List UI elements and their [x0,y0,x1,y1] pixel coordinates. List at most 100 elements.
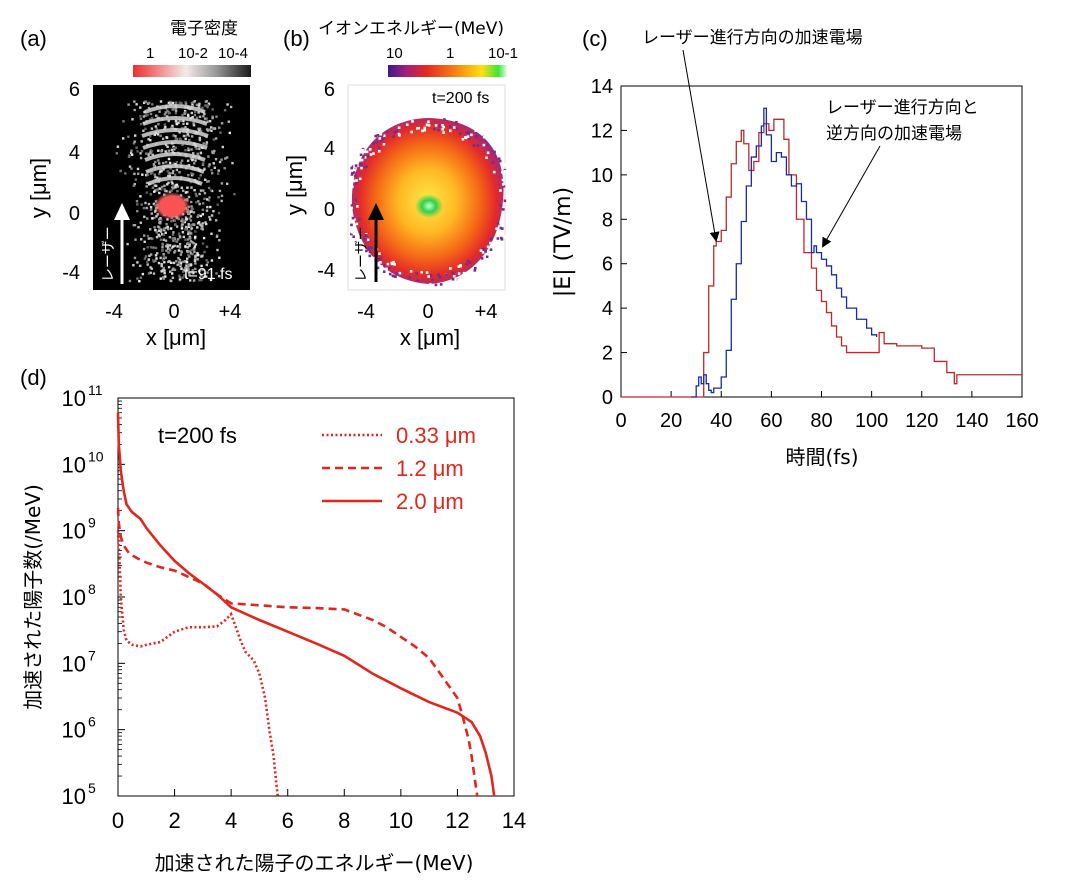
density-pixel [178,274,181,277]
panel-d-ytick-label: 10 [62,452,86,477]
density-pixel [208,120,212,123]
density-pixel [178,131,181,134]
density-pixel [196,152,199,155]
panel-b-xlabel: x [μm] [400,325,460,350]
density-pixel [142,129,145,132]
density-pixel [142,247,146,251]
density-pixel [213,149,216,153]
density-pixel [198,202,201,206]
ion-pixel [493,240,496,244]
density-pixel [149,208,153,211]
density-pixel [156,176,159,179]
density-pixel [150,116,154,120]
density-pixel [184,245,187,248]
density-pixel [194,235,197,239]
density-pixel [130,153,134,156]
density-pixel [191,158,194,162]
density-pixel [179,161,183,165]
density-pixel [182,189,185,192]
ion-pixel [368,148,372,151]
density-pixel [169,102,172,105]
density-pixel [193,245,197,248]
density-pixel [139,152,142,155]
density-pixel [162,257,165,260]
density-pixel [119,169,122,173]
ion-pixel [363,156,367,159]
density-pixel [163,269,166,272]
density-pixel [149,139,152,142]
ion-pixel [358,217,361,221]
density-pixel [170,180,173,183]
density-pixel [182,219,186,222]
density-pixel [193,113,197,117]
density-pixel [187,267,190,271]
density-pixel [182,270,185,273]
density-pixel [157,233,160,236]
ion-pixel [490,237,493,241]
ion-pixel [438,275,442,279]
density-pixel [133,108,136,112]
density-pixel [186,212,190,216]
density-pixel [157,149,160,152]
density-pixel [206,104,209,107]
ion-pixel [354,182,358,185]
density-pixel [165,249,168,252]
density-pixel [187,148,190,152]
density-pixel [193,250,196,253]
ion-pixel [497,157,501,160]
density-pixel [167,247,171,250]
density-pixel [173,147,176,150]
panel-c-ticks: 0 20 40 60 80 100 120 140 160 0 2 4 6 8 10 12 14 [591,76,1039,432]
density-pixel [181,276,184,279]
panel-d-ytick-exponent: 10 [88,448,104,464]
density-pixel [167,266,171,269]
density-pixel [135,146,138,149]
ion-pixel [503,169,507,173]
density-pixel [175,225,179,228]
density-pixel [139,276,143,279]
density-pixel [221,145,224,149]
panel-d-xtick-label: 12 [445,808,469,833]
panel-b-time: t=200 fs [432,90,489,107]
density-pixel [203,168,206,171]
density-pixel [179,138,183,141]
ion-pixel [372,152,375,155]
density-pixel [144,201,147,205]
density-pixel [188,231,192,235]
density-pixel [190,249,193,252]
density-pixel [163,184,166,187]
density-pixel [167,101,171,105]
density-pixel [193,237,197,240]
density-pixel [201,268,204,272]
ion-pixel [380,265,384,268]
density-pixel [199,174,202,177]
ion-pixel [457,272,461,275]
density-pixel [202,189,205,192]
density-pixel [182,268,186,272]
density-pixel [173,108,176,111]
density-pixel [172,184,175,187]
panel-c-annotation-backward: 逆方向の加速電場 [826,124,962,144]
density-pixel [198,177,201,180]
density-pixel [150,253,153,256]
ion-pixel [485,156,488,159]
density-pixel [174,223,177,226]
density-pixel [182,119,185,122]
ion-pixel [390,261,394,265]
density-pixel [151,153,154,157]
density-pixel [186,246,190,249]
density-pixel [126,242,129,246]
panel-c-xtick-label: 100 [855,410,888,432]
panel-a-ytick: 6 [69,79,80,101]
density-pixel [148,254,151,257]
density-pixel [189,210,192,213]
density-pixel [201,213,204,216]
density-pixel [186,238,190,241]
density-pixel [206,271,209,274]
density-pixel [172,239,175,242]
density-pixel [116,145,120,148]
panel-d-ytick-exponent: 9 [88,515,96,531]
ion-pixel [415,272,418,275]
density-pixel [162,277,165,280]
